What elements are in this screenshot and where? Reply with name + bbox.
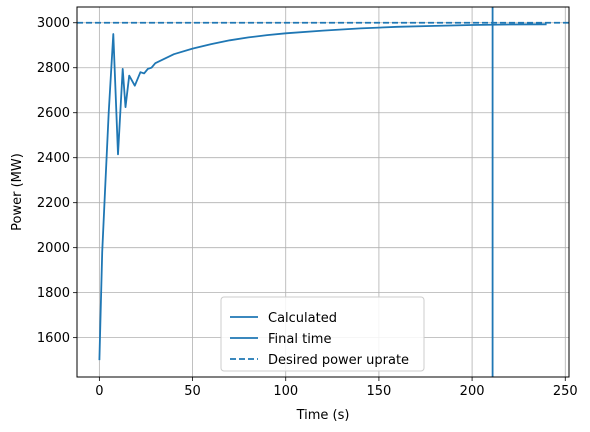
legend-label-desired-power-uprate: Desired power uprate (268, 353, 409, 368)
legend-label-final-time: Final time (268, 332, 331, 347)
x-tick-label: 0 (95, 384, 103, 399)
y-tick-label: 2400 (37, 151, 70, 166)
y-tick-label: 2200 (37, 196, 70, 211)
y-tick-label: 1800 (37, 286, 70, 301)
legend: Calculated Final time Desired power upra… (221, 297, 424, 371)
x-tick-label: 250 (553, 384, 578, 399)
x-tick-label: 100 (273, 384, 298, 399)
x-tick-label: 50 (184, 384, 201, 399)
x-axis-label: Time (s) (296, 408, 350, 423)
y-tick-label: 2600 (37, 106, 70, 121)
x-tick-label: 200 (460, 384, 485, 399)
y-tick-label: 2000 (37, 241, 70, 256)
y-axis-label: Power (MW) (10, 153, 25, 231)
y-tick-label: 2800 (37, 61, 70, 76)
y-tick-label: 3000 (37, 16, 70, 31)
y-tick-label: 1600 (37, 331, 70, 346)
x-tick-label: 150 (366, 384, 391, 399)
legend-label-calculated: Calculated (268, 311, 337, 326)
